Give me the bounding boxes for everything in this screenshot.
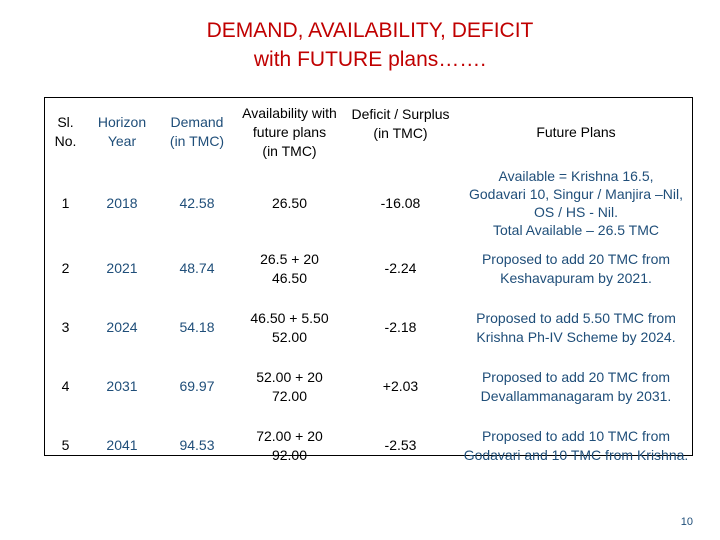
demand-table: Sl. No. Horizon Year Demand (in TMC) Ava…	[44, 97, 693, 475]
cell-demand: 48.74	[179, 260, 215, 276]
header-deficit: Deficit / Surplus (in TMC)	[351, 106, 450, 141]
header-future-plans: Future Plans	[536, 123, 616, 140]
cell-plan: Proposed to add 20 TMC from Keshavapuram…	[481, 250, 671, 286]
cell-availability: 52.00 + 20 72.00	[256, 368, 323, 404]
header-sl-no: Sl. No.	[54, 114, 77, 149]
cell-year: 2031	[106, 378, 138, 394]
cell-sl: 1	[61, 194, 70, 211]
cell-deficit: +2.03	[382, 378, 419, 394]
cell-sl: 2	[61, 260, 70, 276]
cell-deficit: -2.53	[384, 437, 417, 453]
cell-sl: 3	[61, 319, 70, 335]
cell-demand: 42.58	[179, 194, 215, 211]
cell-year: 2018	[106, 194, 138, 211]
cell-deficit: -2.24	[384, 260, 417, 276]
cell-plan: Proposed to add 10 TMC from Godavari and…	[463, 427, 689, 463]
cell-demand: 94.53	[179, 437, 215, 453]
title-line-1: DEMAND, AVAILABILITY, DEFICIT	[206, 19, 534, 42]
cell-demand: 69.97	[179, 378, 215, 394]
cell-availability: 46.50 + 5.50 52.00	[250, 309, 329, 345]
cell-demand: 54.18	[179, 319, 215, 335]
header-demand: Demand (in TMC)	[169, 114, 225, 149]
table-row: 2 2021 48.74 26.5 + 20 46.50 -2.24 Propo…	[44, 239, 693, 298]
cell-deficit: -2.18	[384, 319, 417, 335]
table-row: 1 2018 42.58 26.50 -16.08 Available = Kr…	[44, 167, 693, 239]
cell-year: 2024	[106, 319, 138, 335]
table-row: 4 2031 69.97 52.00 + 20 72.00 +2.03 Prop…	[44, 357, 693, 416]
cell-year: 2021	[106, 260, 138, 276]
cell-plan: Proposed to add 20 TMC from Devallammana…	[480, 368, 672, 404]
cell-sl: 4	[61, 378, 70, 394]
cell-sl: 5	[61, 437, 70, 453]
cell-availability: 26.50	[271, 194, 308, 211]
cell-availability: 26.5 + 20 46.50	[260, 250, 319, 286]
cell-year: 2041	[106, 437, 138, 453]
page-number: 10	[680, 516, 693, 528]
cell-deficit: -16.08	[380, 194, 421, 211]
cell-plan: Available = Krishna 16.5, Godavari 10, S…	[469, 168, 683, 238]
table-row: 5 2041 94.53 72.00 + 20 92.00 -2.53 Prop…	[44, 416, 693, 475]
header-availability: Availability with future plans (in TMC)	[242, 104, 337, 159]
title-line-2: with FUTURE plans…….	[253, 48, 487, 71]
cell-plan: Proposed to add 5.50 TMC from Krishna Ph…	[476, 309, 676, 345]
slide-title: DEMAND, AVAILABILITY, DEFICIT with FUTUR…	[0, 16, 720, 74]
header-horizon-year: Horizon Year	[97, 114, 147, 149]
table-header-row: Sl. No. Horizon Year Demand (in TMC) Ava…	[44, 97, 693, 167]
table-row: 3 2024 54.18 46.50 + 5.50 52.00 -2.18 Pr…	[44, 298, 693, 357]
cell-availability: 72.00 + 20 92.00	[256, 427, 323, 463]
